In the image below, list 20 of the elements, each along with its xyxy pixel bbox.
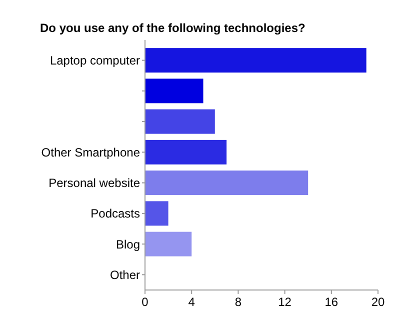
bar — [145, 140, 227, 164]
bar — [145, 201, 168, 226]
y-tick-label: Other — [110, 268, 140, 282]
bar — [145, 232, 192, 256]
bar — [145, 78, 204, 104]
y-tick-label: Podcasts — [90, 206, 140, 221]
y-tick-label: Personal website — [48, 176, 140, 190]
bar — [145, 170, 308, 196]
x-tick-label: 0 — [142, 295, 149, 309]
x-tick-label: 12 — [278, 295, 292, 309]
x-tick-label: 8 — [234, 295, 242, 309]
y-tick-label: Blog — [116, 237, 140, 252]
x-tick-label: 16 — [324, 295, 338, 309]
x-tick-label: 4 — [188, 295, 196, 309]
chart-title: Do you use any of the following technologies? — [40, 21, 306, 35]
bar — [145, 109, 215, 134]
y-tick-label: Other Smartphone — [41, 145, 140, 160]
bar — [145, 48, 366, 73]
y-tick-label: Laptop computer — [50, 54, 140, 68]
x-tick-label: 20 — [371, 295, 385, 309]
